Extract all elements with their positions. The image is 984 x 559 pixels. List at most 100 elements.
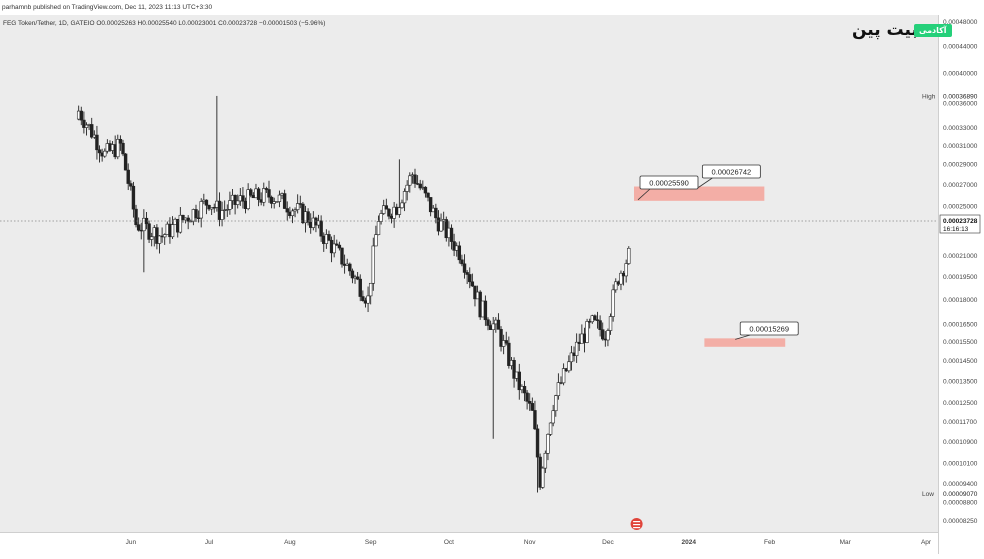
zone-upper-label-leader bbox=[637, 188, 651, 201]
candle-body bbox=[121, 142, 125, 155]
candle-body bbox=[465, 272, 469, 275]
candle-body bbox=[400, 202, 404, 209]
candle-body bbox=[408, 175, 412, 186]
candle-body bbox=[236, 200, 240, 205]
y-tick-label: 0.00029000 bbox=[943, 162, 978, 169]
candle-body bbox=[496, 319, 501, 330]
candle-body bbox=[413, 174, 417, 184]
candle-body bbox=[384, 205, 389, 210]
candle-body bbox=[593, 315, 597, 321]
y-tick-label: 0.00036000 bbox=[943, 100, 978, 107]
candle-body bbox=[189, 220, 193, 223]
candle-body bbox=[256, 188, 261, 200]
y-tick-label: 0.00008250 bbox=[943, 518, 978, 525]
candle-body bbox=[561, 368, 566, 384]
candle-body bbox=[548, 422, 553, 435]
candle-body bbox=[627, 247, 631, 264]
y-tick-label: 0.00013500 bbox=[943, 378, 978, 385]
y-tick-label: 0.00031000 bbox=[943, 143, 978, 150]
candle-body bbox=[149, 236, 154, 240]
candle-body bbox=[233, 194, 237, 205]
candle-body bbox=[439, 220, 443, 232]
y-tick-label: 0.00012500 bbox=[943, 400, 978, 407]
candle-body bbox=[457, 245, 462, 261]
candle-body bbox=[486, 319, 490, 326]
candle-body bbox=[142, 217, 146, 232]
countdown-timer: 16:16:13 bbox=[943, 226, 969, 233]
x-tick-label: Apr bbox=[921, 539, 932, 546]
candle-body bbox=[340, 247, 344, 265]
candle-body bbox=[170, 224, 175, 238]
x-tick-label: Mar bbox=[840, 539, 852, 546]
last-price-value: 0.00023728 bbox=[943, 218, 978, 225]
candle-body bbox=[546, 434, 550, 454]
last-price-tag bbox=[939, 214, 981, 234]
candle-body bbox=[129, 183, 133, 187]
plot-area bbox=[0, 15, 938, 532]
y-tick-label: 0.00019500 bbox=[943, 274, 978, 281]
candle-body bbox=[606, 330, 610, 341]
candle-body bbox=[569, 352, 574, 363]
high-marker-bg bbox=[941, 90, 981, 101]
candle-body bbox=[249, 189, 253, 196]
candle-body bbox=[225, 209, 229, 211]
candle-body bbox=[327, 234, 331, 241]
x-tick-label: Feb bbox=[764, 539, 776, 546]
candle-body bbox=[601, 329, 605, 340]
candle-body bbox=[468, 274, 472, 283]
candle-body bbox=[332, 243, 336, 254]
y-tick-label: 0.00021000 bbox=[943, 253, 978, 260]
candle-body bbox=[157, 235, 162, 244]
brand-logo: بیت پین bbox=[852, 20, 918, 40]
candle-body bbox=[348, 263, 352, 272]
candle-body bbox=[228, 200, 232, 210]
candle-body bbox=[246, 189, 250, 210]
candle-body bbox=[543, 452, 548, 469]
candle-body bbox=[290, 210, 295, 217]
zone-lower-label-box bbox=[739, 321, 799, 336]
candle-body bbox=[554, 395, 558, 412]
low-marker-label: Low bbox=[922, 491, 934, 498]
y-tick-label: 0.00027000 bbox=[943, 182, 978, 189]
candle-body bbox=[118, 138, 123, 144]
symbol-info: FEG Token/Tether, 1D, GATEIO O0.00025263… bbox=[3, 20, 326, 27]
event-flag-stripe bbox=[633, 521, 641, 523]
candle-body bbox=[470, 281, 475, 287]
candle-body bbox=[619, 272, 623, 285]
candle-body bbox=[199, 201, 203, 219]
candle-body bbox=[319, 220, 323, 237]
zone-lower-label-text: 0.00015269 bbox=[749, 325, 789, 334]
high-label-text: 0.00026742 bbox=[712, 168, 752, 177]
candle-body bbox=[574, 341, 579, 357]
resistance-zone bbox=[634, 186, 765, 201]
x-tick-label: Dec bbox=[602, 539, 614, 546]
candle-body bbox=[178, 214, 183, 233]
candle-body bbox=[483, 300, 488, 321]
candle-body bbox=[126, 169, 130, 184]
candle-body bbox=[84, 124, 89, 128]
candle-body bbox=[241, 195, 245, 202]
brand-badge: آکادمی bbox=[914, 24, 952, 37]
y-tick-label: 0.00010900 bbox=[943, 439, 978, 446]
candle-body bbox=[499, 329, 503, 347]
resistance-zone bbox=[704, 338, 786, 347]
candle-body bbox=[533, 410, 537, 430]
candle-body bbox=[116, 138, 120, 158]
candle-body bbox=[556, 382, 561, 396]
candle-body bbox=[449, 227, 454, 242]
high-marker-label: High bbox=[922, 93, 936, 100]
candle-body bbox=[402, 191, 407, 204]
y-tick-label: 0.00048000 bbox=[943, 19, 978, 26]
candle-body bbox=[598, 320, 602, 330]
high-label-leader bbox=[698, 177, 713, 188]
candle-body bbox=[624, 263, 628, 277]
zone-upper-label-text: 0.00025590 bbox=[649, 179, 689, 188]
candle-body bbox=[131, 185, 136, 210]
zone-upper-label-box bbox=[639, 175, 699, 190]
candle-body bbox=[306, 211, 310, 223]
candle-body bbox=[522, 386, 527, 394]
candle-body bbox=[530, 403, 535, 411]
candle-body bbox=[541, 467, 545, 488]
candle-body bbox=[358, 278, 362, 297]
candle-body bbox=[504, 340, 508, 344]
